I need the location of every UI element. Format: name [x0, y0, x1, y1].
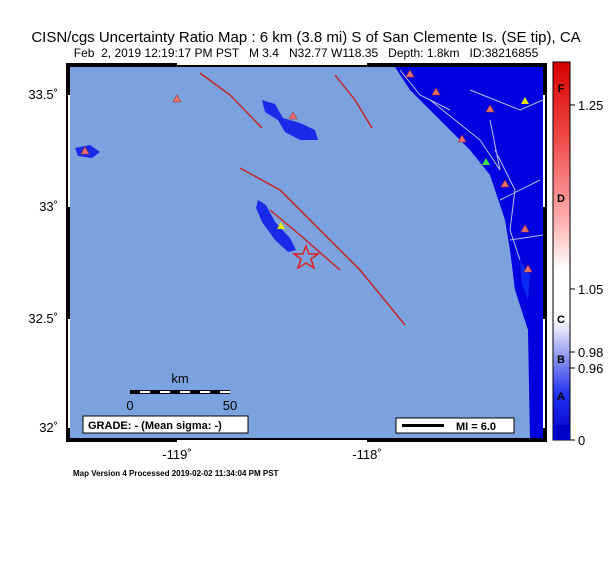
lon-label: -119˚	[162, 447, 191, 462]
scale-bar-segment	[180, 391, 190, 393]
grade-letter: F	[558, 83, 565, 95]
mi-line	[402, 424, 444, 427]
stations-item	[405, 69, 415, 78]
scale-unit: km	[171, 371, 188, 386]
scale-bar-segment	[160, 391, 170, 393]
stations-item	[482, 158, 490, 165]
frame-ticks-item	[543, 95, 545, 207]
mi-box	[395, 417, 515, 434]
scale-label: 50	[223, 398, 237, 413]
frame-ticks-item	[177, 63, 367, 65]
coastline-land	[395, 67, 543, 438]
colorbar-ticks	[570, 104, 575, 441]
stations-item	[288, 111, 298, 120]
frame-ticks-item	[68, 319, 70, 428]
stations-item	[80, 146, 90, 155]
lat-label: 33.5˚	[28, 87, 58, 102]
island-san-clemente	[256, 200, 296, 252]
epicenter-star	[291, 243, 321, 270]
frame-ticks-item	[68, 95, 70, 207]
scale-bar-segment	[200, 391, 210, 393]
lat-label: 32.5˚	[28, 311, 58, 326]
island-catalina	[262, 100, 318, 140]
grade-letter: C	[557, 314, 565, 326]
grade-box	[82, 415, 249, 434]
stations-item	[457, 134, 467, 143]
footer: Map Version 4 Processed 2019-02-02 11:34…	[73, 469, 279, 478]
stations-item	[523, 264, 533, 273]
stations-item	[520, 224, 530, 233]
stations-item	[485, 104, 495, 113]
stations	[80, 69, 533, 273]
map-content	[75, 67, 543, 438]
scale-bar-segment	[140, 391, 150, 393]
faults	[199, 72, 406, 326]
scale-label: 0	[126, 398, 133, 413]
colorbar-label: 0	[578, 433, 585, 448]
colorbar-label: 1.05	[578, 282, 603, 297]
stations-item	[521, 97, 529, 104]
map-subtitle: Feb 2, 2019 12:19:17 PM PST M 3.4 N32.77…	[74, 46, 539, 60]
stations-item	[172, 94, 182, 103]
lat-label: 32˚	[39, 420, 58, 435]
stations-item	[431, 87, 441, 96]
lon-label: -118˚	[352, 447, 381, 462]
stations-item	[277, 222, 285, 229]
grade-letter: A	[557, 391, 565, 403]
colorbar-label: 0.96	[578, 361, 603, 376]
mi-text: MI = 6.0	[456, 421, 496, 433]
roads	[399, 69, 543, 261]
grade-text: GRADE: - (Mean sigma: -)	[88, 420, 222, 432]
grade-letter: B	[557, 354, 565, 366]
stations-item	[500, 179, 510, 188]
frame-ticks-item	[543, 319, 545, 428]
lat-label: 33˚	[39, 199, 58, 214]
colorbar-label: 0.98	[578, 345, 603, 360]
map-title: CISN/cgs Uncertainty Ratio Map : 6 km (3…	[31, 29, 580, 46]
land-detail	[520, 260, 530, 300]
frame-ticks	[68, 63, 545, 442]
grade-letter: D	[557, 193, 565, 205]
frame-ticks-item	[177, 440, 367, 442]
colorbar	[552, 61, 571, 441]
colorbar-label: 1.25	[578, 98, 603, 113]
scale-bar-segment	[220, 391, 230, 393]
colorbar-base	[553, 425, 570, 440]
